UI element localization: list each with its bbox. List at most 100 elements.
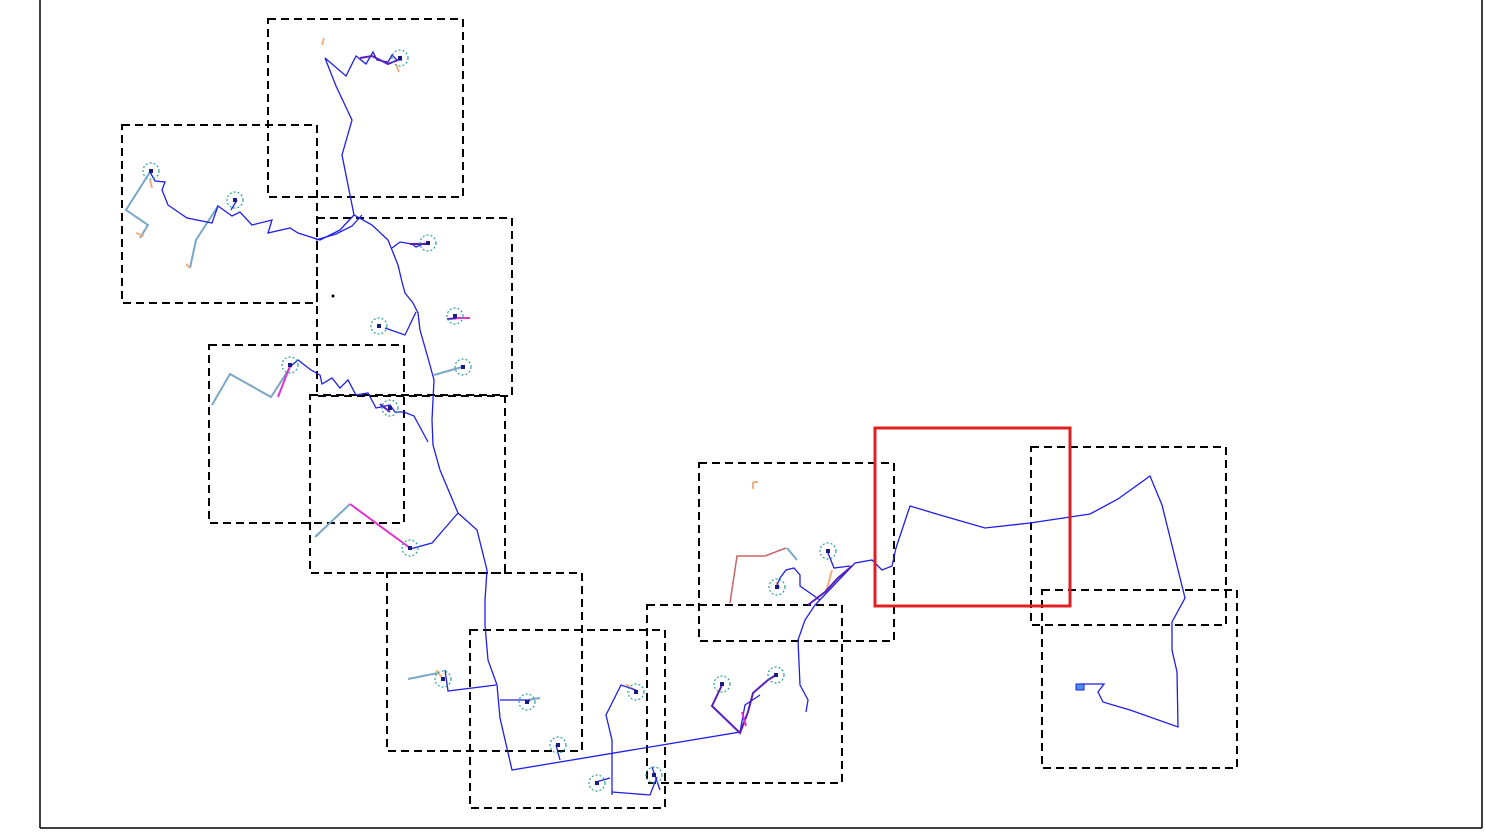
- route-line: [797, 474, 1186, 728]
- marker-dot: [652, 773, 656, 777]
- marker-pin[interactable]: [381, 399, 399, 417]
- tile-frame[interactable]: [698, 462, 895, 642]
- main-route: [149, 50, 1186, 796]
- route-line: [290, 359, 429, 443]
- branch-line: [124, 171, 151, 239]
- marker-dot: [233, 198, 237, 202]
- branch-line: [211, 365, 292, 406]
- marker-ring: [419, 234, 437, 252]
- marker-dot: [720, 682, 724, 686]
- magenta-line: [741, 711, 747, 727]
- branch-line: [786, 547, 798, 561]
- route-line: [611, 776, 658, 796]
- marker-pin[interactable]: [549, 736, 567, 754]
- orange-stub: [321, 37, 325, 46]
- marker-pin[interactable]: [281, 356, 299, 374]
- marker-pin[interactable]: [401, 539, 419, 557]
- marker-pin[interactable]: [819, 542, 837, 560]
- marker-ring: [767, 666, 785, 684]
- marker-pin[interactable]: [370, 317, 388, 335]
- marker-pin[interactable]: [588, 774, 606, 792]
- marker-pin[interactable]: [645, 766, 663, 784]
- marker-ring: [142, 162, 160, 180]
- purple-line: [379, 403, 391, 413]
- marker-pin[interactable]: [713, 675, 731, 693]
- marker-ring: [454, 358, 472, 376]
- marker-ring: [381, 399, 399, 417]
- marker-dot: [525, 700, 529, 704]
- route-line: [149, 171, 355, 241]
- route-line: [324, 50, 761, 771]
- purple-line: [710, 674, 777, 735]
- branch-line: [189, 205, 219, 269]
- tile-frames: [121, 18, 1238, 809]
- tile-frame[interactable]: [386, 572, 583, 752]
- marker-ring: [226, 191, 244, 209]
- marker-pin[interactable]: [226, 191, 244, 209]
- tile-frame[interactable]: [267, 18, 464, 198]
- marker-dot: [441, 677, 445, 681]
- route-line: [605, 684, 637, 795]
- marker-dot: [826, 549, 830, 553]
- marker-ring: [370, 317, 388, 335]
- marker-pin[interactable]: [627, 683, 645, 701]
- selected-tile-frame[interactable]: [873, 426, 1072, 608]
- route-line: [776, 567, 821, 601]
- route-line: [384, 311, 417, 336]
- marker-pin[interactable]: [391, 49, 409, 67]
- marker-ring: [713, 675, 731, 693]
- tile-frame[interactable]: [208, 344, 405, 524]
- marker-ring: [446, 307, 464, 325]
- marker-pin[interactable]: [434, 670, 452, 688]
- marker-ring: [434, 670, 452, 688]
- marker-dot: [377, 324, 381, 328]
- magenta-line: [277, 365, 291, 398]
- marker-dot: [149, 169, 153, 173]
- route-line: [444, 669, 497, 692]
- small-dot: [331, 294, 335, 298]
- marker-dot: [461, 365, 465, 369]
- map-frame: [39, 0, 1483, 829]
- marker-pin[interactable]: [419, 234, 437, 252]
- route-line: [651, 766, 661, 791]
- marker-pin[interactable]: [767, 666, 785, 684]
- route-line: [315, 214, 363, 241]
- marker-dot: [775, 585, 779, 589]
- marker-ring: [588, 774, 606, 792]
- tile-frame[interactable]: [1041, 589, 1238, 769]
- orange-stub: [752, 481, 758, 489]
- marker-ring: [518, 693, 536, 711]
- tile-frame[interactable]: [1030, 446, 1227, 626]
- orange-stub: [135, 232, 145, 237]
- marker-ring: [645, 766, 663, 784]
- marker-ring: [281, 356, 299, 374]
- marker-pin[interactable]: [446, 307, 464, 325]
- magenta-line: [349, 503, 411, 549]
- marker-ring: [768, 578, 786, 596]
- marker-ring: [627, 683, 645, 701]
- orange-stub: [149, 179, 153, 189]
- marker-dot: [774, 673, 778, 677]
- marker-pin[interactable]: [142, 162, 160, 180]
- orange-stub: [185, 263, 191, 269]
- orange-stub: [825, 569, 833, 593]
- tile-frame[interactable]: [121, 124, 318, 304]
- markers: [142, 49, 837, 792]
- tile-frame[interactable]: [646, 604, 843, 784]
- branch-segments-orange: [135, 37, 833, 691]
- marker-ring: [549, 736, 567, 754]
- marker-dot: [426, 241, 430, 245]
- marker-dot: [595, 781, 599, 785]
- marker-pin[interactable]: [518, 693, 536, 711]
- purple-line: [807, 565, 853, 606]
- red-line: [729, 547, 787, 604]
- marker-pin[interactable]: [768, 578, 786, 596]
- marker-dot: [398, 56, 402, 60]
- tile-frame[interactable]: [469, 629, 666, 809]
- marker-dot: [556, 743, 560, 747]
- marker-pin[interactable]: [454, 358, 472, 376]
- branch-line: [433, 366, 463, 376]
- marker-ring: [401, 539, 419, 557]
